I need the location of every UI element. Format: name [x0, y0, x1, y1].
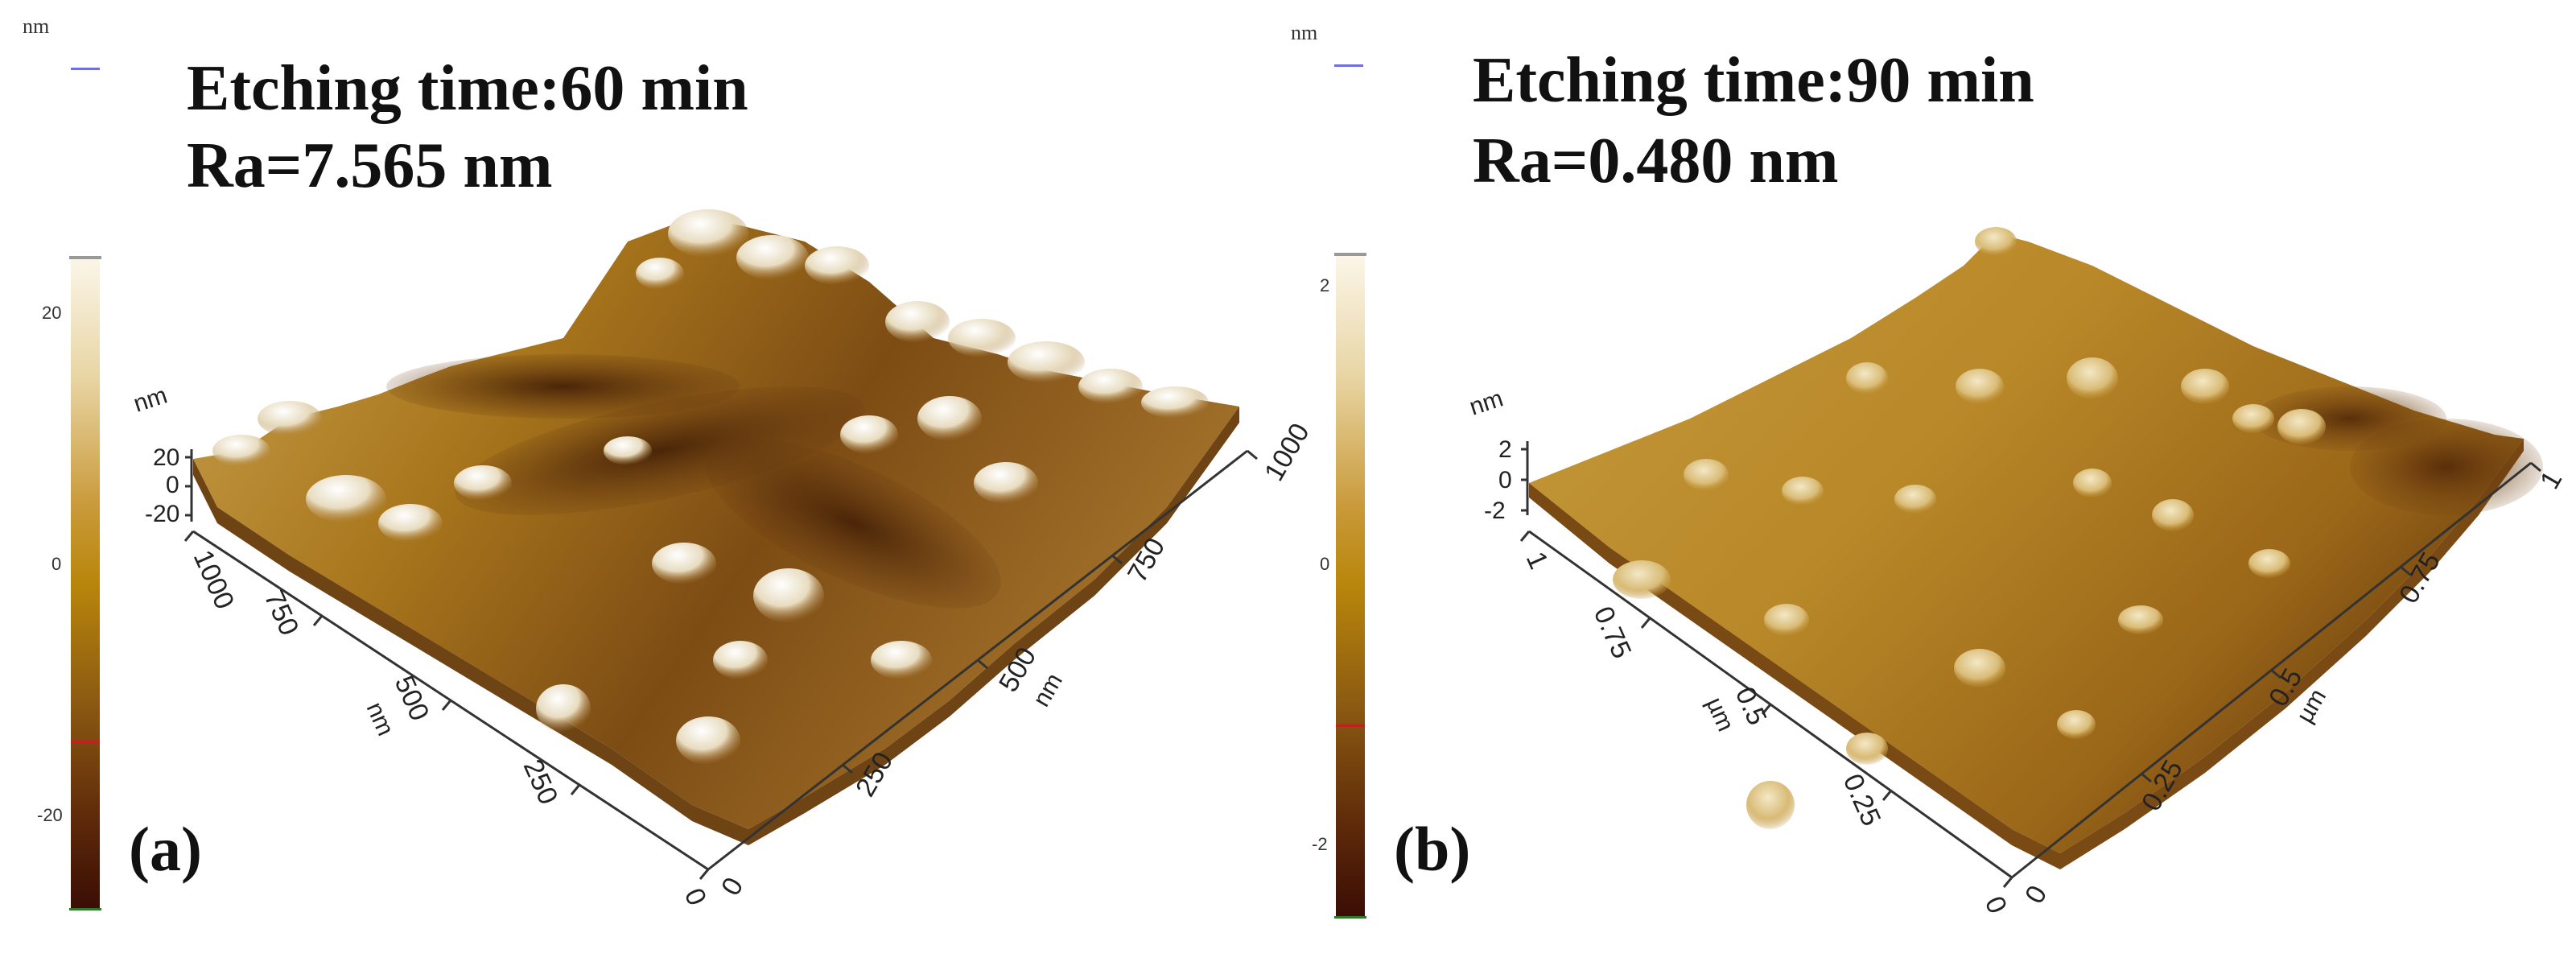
surface-peaks	[1613, 227, 2326, 829]
colorbar-marker-red	[71, 741, 100, 743]
left-axis-tick: 750	[258, 586, 305, 640]
left-axis-tick: 1	[1520, 547, 1554, 574]
z-axis-tick: -2	[1484, 498, 1506, 524]
panel-title-roughness: Ra=0.480 nm	[1473, 126, 1839, 196]
z-axis-tick: 20	[153, 444, 179, 471]
left-axis-tick: 0	[1979, 892, 2013, 919]
surface-edge	[193, 407, 1239, 845]
left-axis-tick: 0	[678, 884, 712, 910]
z-axis-unit: nm	[1466, 385, 1506, 420]
right-axis-tick: 0	[2019, 881, 2053, 909]
left-axis-tick: 0.75	[1588, 602, 1638, 663]
colorbar-tick: -20	[37, 805, 63, 825]
panel-letter: (b)	[1394, 814, 1471, 884]
colorbar	[71, 258, 100, 910]
z-axis-tick: 2	[1498, 436, 1512, 463]
colorbar-tick: 0	[1320, 554, 1330, 574]
panel-title-etching-time: Etching time:90 min	[1473, 45, 2034, 116]
colorbar	[1336, 254, 1365, 918]
surface-peaks	[212, 209, 1209, 765]
colorbar-tick: 0	[52, 554, 62, 574]
surface-body	[1529, 233, 2524, 853]
right-axis-title: nm	[1028, 669, 1067, 712]
afm-surface-plot-b: nm 2 0 -2 1 0.75 µm 0.5 0.25 0 0 0.25 0.…	[1466, 227, 2568, 919]
right-axis-tick: 0	[715, 873, 749, 901]
colorbar-marker	[1334, 64, 1363, 67]
left-axis-tick: 500	[389, 671, 435, 725]
surface-trench	[705, 438, 1001, 609]
colorbar-tick: 20	[42, 303, 62, 323]
left-axis-tick: 0.25	[1837, 770, 1887, 831]
panel-title-roughness: Ra=7.565 nm	[187, 130, 553, 201]
left-axis-title: nm	[361, 698, 399, 740]
colorbar-bottom-cap	[1334, 916, 1366, 919]
colorbar-marker-red	[1336, 725, 1365, 727]
colorbar-tick: 2	[1320, 275, 1330, 295]
colorbar-tick: -2	[1312, 834, 1328, 854]
z-axis-tick: -20	[145, 501, 179, 527]
afm-surface-plot-a: nm 20 0 -20 1000 750 500 nm 250 0 0 250 …	[130, 209, 1316, 910]
colorbar-top-cap	[1334, 253, 1366, 256]
right-axis-tick: 1	[2534, 466, 2568, 494]
left-axis-tick: 250	[517, 755, 564, 809]
surface-trench	[386, 354, 740, 419]
colorbar-unit-label: nm	[1291, 21, 1318, 44]
z-axis-unit: nm	[130, 382, 171, 417]
surface-trench	[455, 386, 865, 515]
panel-letter: (a)	[129, 814, 202, 884]
z-axis-tick: 0	[1498, 467, 1512, 493]
z-axis-tick: 0	[166, 472, 179, 498]
panel-title-etching-time: Etching time:60 min	[187, 53, 748, 124]
afm-panel-a: nm Etching time:60 min Ra=7.565 nm 20 0 …	[23, 14, 1316, 910]
afm-panel-b: nm Etching time:90 min Ra=0.480 nm 2 0 -…	[1288, 0, 2576, 962]
colorbar-unit-label: nm	[23, 14, 50, 38]
colorbar-marker	[71, 68, 100, 70]
colorbar-bottom-cap	[69, 908, 101, 910]
colorbar-top-cap	[69, 256, 101, 259]
